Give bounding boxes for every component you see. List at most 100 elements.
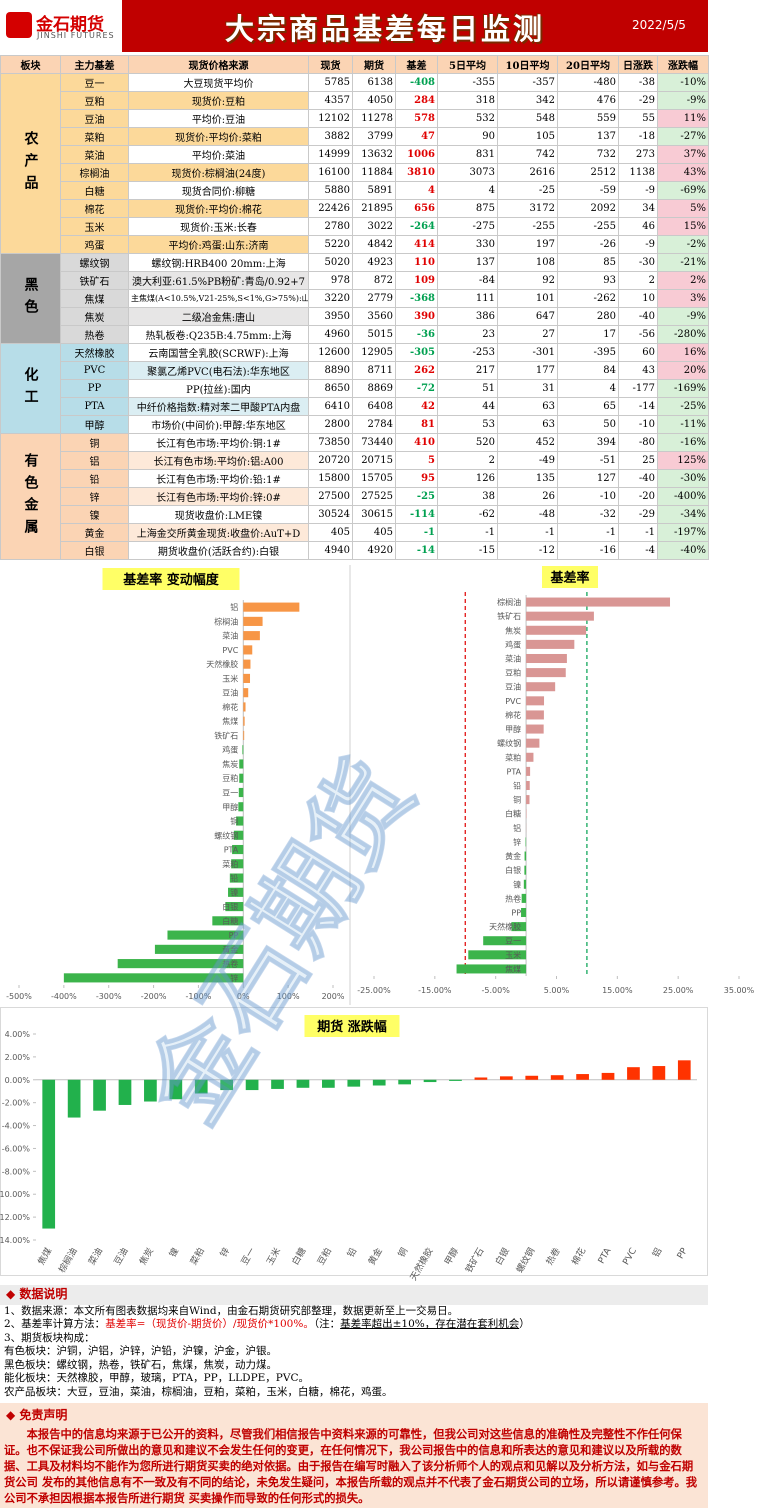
category-label: 菜油 xyxy=(505,654,521,664)
x-tick-label: 焦炭 xyxy=(137,1246,156,1268)
category-label: 豆油 xyxy=(222,688,238,698)
bar xyxy=(576,1074,589,1080)
x-tick-label: -5.00% xyxy=(482,986,511,995)
x-tick-label: PVC xyxy=(621,1247,639,1267)
note-part: 基差率=（现货价-期货价）/现货价*100%。 xyxy=(105,1318,314,1330)
bar xyxy=(601,1072,615,1080)
category-label: 焦炭 xyxy=(222,759,238,769)
bar xyxy=(93,1079,106,1111)
bar xyxy=(236,816,244,826)
report-date: 2022/5/5 xyxy=(632,18,686,32)
note-line: 有色板块：沪铜，沪铝，沪锌，沪铅，沪镍，沪金，沪银。 xyxy=(4,1345,277,1357)
product: 镍 xyxy=(60,505,129,524)
table-row: 铁矿石 澳大利亚:61.5%PB粉矿:青岛/0.92+7 978 872 109 -84 9… xyxy=(1,271,709,290)
logo-subtext: JINSHI FUTURES xyxy=(37,31,115,40)
category-label: 菜油 xyxy=(222,631,238,641)
bar xyxy=(239,759,244,769)
category-label: 豆一 xyxy=(222,789,238,798)
bar xyxy=(627,1067,640,1080)
category-label: 焦炭 xyxy=(505,625,521,635)
bar xyxy=(499,1076,513,1080)
x-tick-label: 豆一 xyxy=(239,1246,258,1267)
price-source: 长江有色市场:平均价:锌:0# xyxy=(128,487,309,506)
bar xyxy=(526,597,671,607)
table-row: PTA 中纤价格指数:精对苯二甲酸PTA内盘 6410 6408 42 44 63 65 -14… xyxy=(1,397,709,416)
price-source: 平均价:鸡蛋:山东:济南 xyxy=(128,235,309,254)
x-tick-label: 100% xyxy=(277,992,300,1001)
bar xyxy=(456,964,527,974)
y-tick-label: 2.00% xyxy=(5,1053,31,1062)
x-tick-label: -500% xyxy=(6,992,32,1001)
category-label: 螺纹钢 xyxy=(497,738,521,748)
bar xyxy=(228,887,244,897)
bar xyxy=(243,716,245,726)
chart-title-box xyxy=(102,568,240,590)
y-tick-label: 0.00% xyxy=(5,1076,31,1085)
x-tick-label: 白糖 xyxy=(289,1246,308,1268)
x-tick-label: 铅 xyxy=(344,1246,359,1260)
bar xyxy=(550,1075,564,1080)
bar xyxy=(483,936,527,946)
table-row: 焦炭 二级冶金焦:唐山 3950 3560 390 386 647 280 -40 -9% xyxy=(1,307,709,326)
table-row: 锌长江有色市场:平均价:锌:0# 27500 27525 -25 38 26 -10 -20-… xyxy=(1,487,709,506)
bar xyxy=(468,950,527,960)
x-tick-label: 焦煤 xyxy=(35,1246,54,1268)
bar xyxy=(67,1079,81,1118)
x-tick-label: 玉米 xyxy=(264,1246,283,1268)
x-tick-label: -100% xyxy=(186,992,212,1001)
category-label: 螺纹钢 xyxy=(214,830,238,840)
category-label: 镍 xyxy=(230,887,238,897)
category-label: 白银 xyxy=(222,902,238,912)
futures: 4920 xyxy=(352,541,396,560)
price-source: 现货价:平均价:棉花 xyxy=(128,199,309,218)
y-tick-label: -6.00% xyxy=(2,1144,31,1153)
x-tick-label: 豆粕 xyxy=(315,1246,334,1268)
x-tick-label: 镍 xyxy=(167,1246,182,1260)
change-pct: -16% xyxy=(657,433,709,452)
bar xyxy=(245,1079,259,1091)
x-tick-label: 15.00% xyxy=(602,986,633,995)
note-line: 农产品板块：大豆，豆油，菜油，棕榈油，豆粕，菜粕，玉米，白糖，棉花，鸡蛋。 xyxy=(4,1385,393,1398)
bar xyxy=(525,1075,539,1080)
note-line: 1、数据来源：本文所有图表数据均来自Wind，由金石期货研究部整理，数据更新至上… xyxy=(4,1304,459,1317)
daily-change: -4 xyxy=(618,541,658,560)
category-label: 锌 xyxy=(230,973,238,983)
change-pct: -280% xyxy=(657,325,709,344)
category-label: 白银 xyxy=(505,865,521,875)
note-line: 能化板块：天然橡胶，甲醇，玻璃，PTA，PP，LLDPE，PVC。 xyxy=(4,1372,309,1384)
bar xyxy=(117,959,244,969)
bar xyxy=(231,859,244,869)
category-label: 天然橡胶 xyxy=(206,659,238,669)
x-tick-label: PTA xyxy=(597,1246,614,1266)
category-label: 热卷 xyxy=(505,893,521,903)
bar xyxy=(526,752,534,762)
bar xyxy=(524,865,527,875)
change-pct: -10% xyxy=(657,73,709,92)
bar xyxy=(42,1079,56,1229)
note-part: 2、基差率计算方法： xyxy=(4,1318,106,1330)
bar xyxy=(521,893,527,903)
bar xyxy=(63,973,244,983)
note-part: 基差率超出±10%，存在潜在套利机会 xyxy=(340,1318,520,1330)
y-tick-label: 4.00% xyxy=(5,1030,31,1039)
x-tick-label: 铝 xyxy=(650,1246,665,1260)
table-row: 白银 期货收盘价(活跃合约):白银 4940 4920 -14 -15 -12 -16 -4 -4… xyxy=(1,541,709,560)
change-pct: -9% xyxy=(657,307,709,326)
x-tick-label: -400% xyxy=(51,992,77,1001)
bar xyxy=(526,682,556,692)
product: 棕榈油 xyxy=(60,163,129,182)
x-tick-label: 甲醇 xyxy=(442,1246,461,1268)
category-label: 玉米 xyxy=(222,673,238,683)
change-pct: -11% xyxy=(657,415,709,434)
notes: ◆ 数据说明 1、数据来源：本文所有图表数据均来自Wind，由金石期货研究部整理… xyxy=(0,1285,708,1400)
category-label: 棉花 xyxy=(222,702,238,712)
x-tick-label: -25.00% xyxy=(357,986,391,995)
table-row: 棕榈油 现货价:棕榈油(24度) 16100 11884 3810 3073 2616 251… xyxy=(1,163,709,182)
category-label: 鸡蛋 xyxy=(505,639,521,649)
category-label: 甲醇 xyxy=(505,724,521,734)
product: 螺纹钢 xyxy=(60,253,129,272)
bar xyxy=(296,1079,310,1088)
y-tick-label: -8.00% xyxy=(2,1167,31,1176)
